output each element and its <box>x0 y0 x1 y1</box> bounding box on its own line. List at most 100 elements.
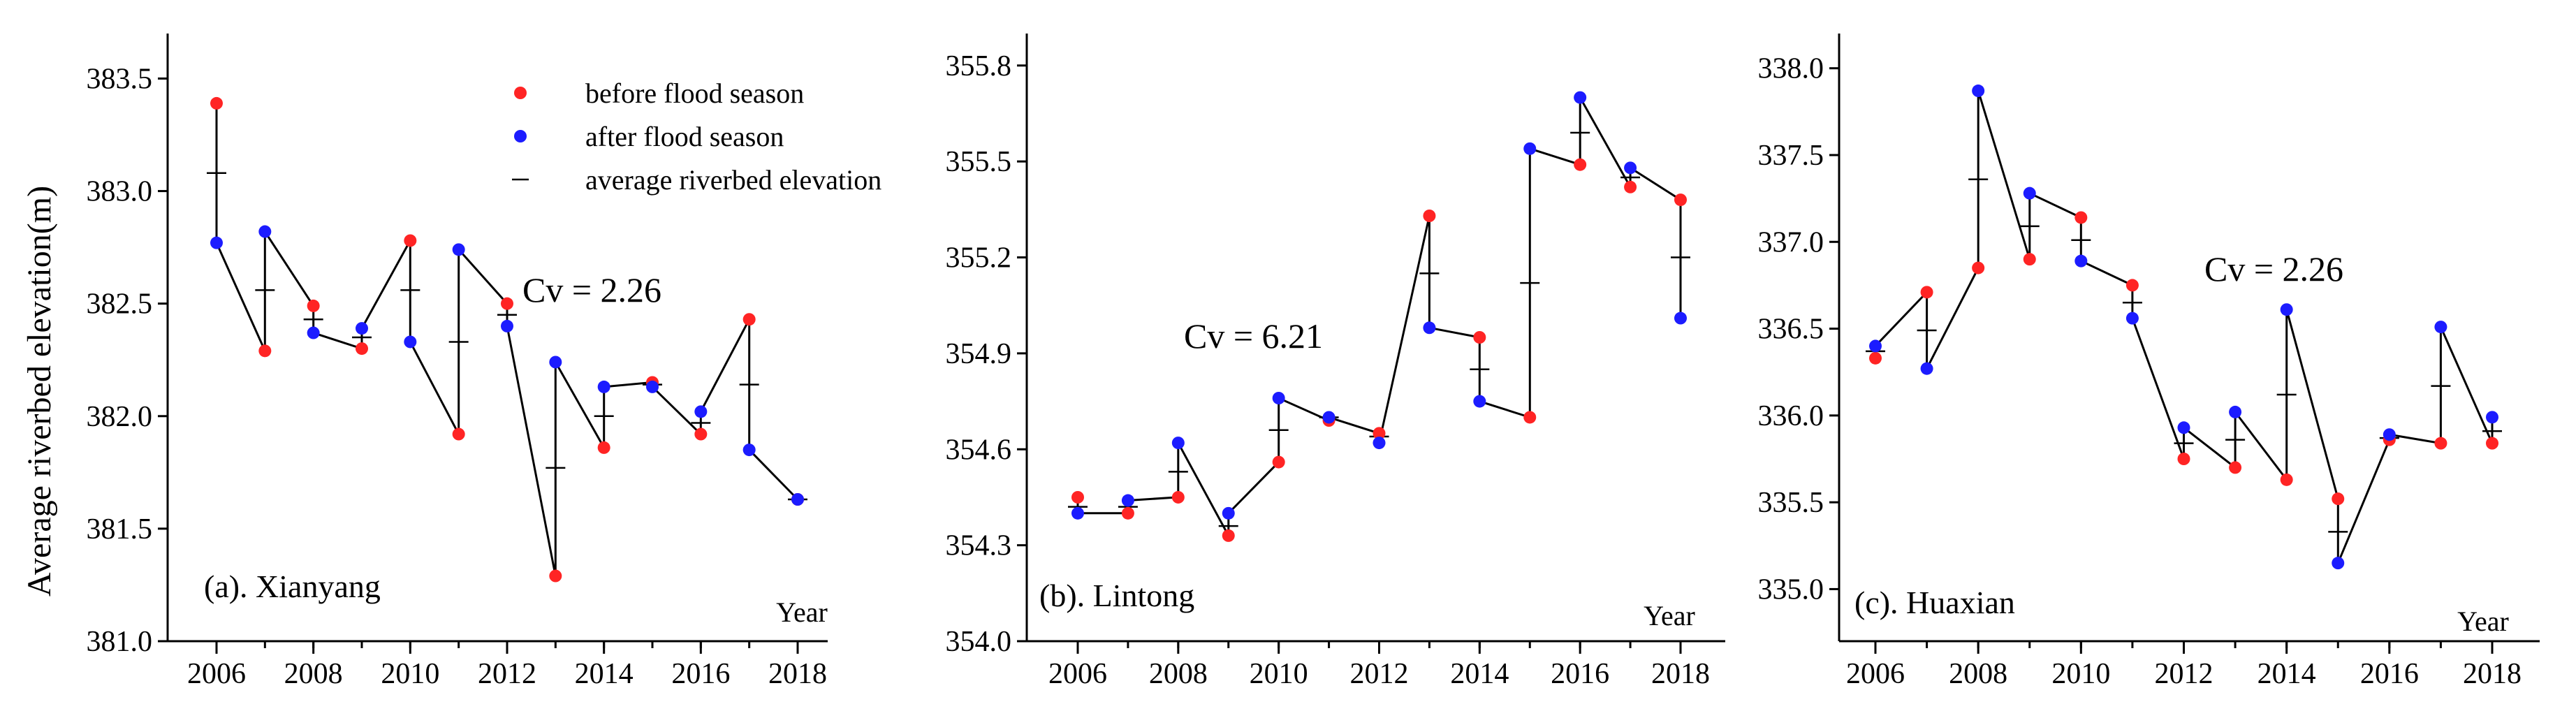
before-flood-point <box>2125 279 2139 292</box>
x-tick-label: 2008 <box>1949 658 2007 690</box>
y-tick-label: 381.5 <box>87 513 153 545</box>
after-flood-point <box>2023 186 2036 200</box>
y-tick-label: 354.0 <box>946 626 1012 658</box>
before-flood-point <box>2486 437 2498 450</box>
before-flood-point <box>2280 473 2293 486</box>
before-flood-point <box>1523 411 1537 424</box>
before-flood-point <box>1473 331 1486 344</box>
after-flood-point <box>1373 437 1386 450</box>
chart-panel-1: 381.0 381.5 382.0 382.5 383.0 383.5 2006 2008 20… <box>87 34 828 690</box>
before-flood-point <box>1121 506 1134 520</box>
after-flood-point <box>356 322 368 335</box>
after-flood-point <box>1171 437 1185 450</box>
legend-after-label: after flood season <box>585 121 784 152</box>
before-flood-point <box>2229 461 2242 474</box>
after-flood-point <box>1272 392 1285 404</box>
y-axis-title: Average riverbed elevation(m) <box>21 186 58 596</box>
x-tick-label: 2018 <box>768 658 827 690</box>
x-tick-label: 2006 <box>1846 658 1905 690</box>
after-flood-point <box>1523 142 1537 155</box>
before-flood-point <box>210 96 223 110</box>
before-flood-point <box>1272 455 1285 469</box>
x-tick-label: 2010 <box>2051 658 2110 690</box>
y-tick-label: 337.0 <box>1758 226 1824 258</box>
before-flood-point <box>2332 492 2345 506</box>
after-flood-point <box>1423 321 1436 335</box>
y-tick-label: 354.9 <box>946 338 1012 370</box>
y-tick-label: 335.0 <box>1758 573 1824 606</box>
panel-title: (c). Huaxian <box>1854 585 2015 620</box>
before-flood-point <box>2074 211 2088 224</box>
x-tick-label: 2018 <box>1651 658 1710 690</box>
y-tick-label: 354.3 <box>946 530 1012 562</box>
y-tick-label: 335.5 <box>1758 487 1824 519</box>
y-tick-label: 336.5 <box>1758 314 1824 346</box>
x-tick-label: 2016 <box>2360 658 2419 690</box>
after-flood-point <box>1972 85 1985 98</box>
x-tick-label: 2008 <box>1149 658 1208 690</box>
after-flood-point <box>2177 421 2190 434</box>
before-flood-point <box>1071 490 1084 504</box>
series-line <box>1076 93 1682 536</box>
x-tick-label: 2006 <box>187 658 246 690</box>
x-tick-label: 2016 <box>1551 658 1609 690</box>
panel-title: (a). Xianyang <box>204 569 381 604</box>
cv-annotation: Cv = 6.21 <box>1184 316 1323 356</box>
x-tick-label: 2014 <box>575 658 634 690</box>
before-flood-point <box>356 342 368 356</box>
after-flood-point <box>501 319 513 332</box>
x-tick-label: 2012 <box>2155 658 2213 690</box>
legend-average-label: average riverbed elevation <box>585 164 881 196</box>
y-tick-label: 355.8 <box>946 50 1012 82</box>
y-tick-label: 355.5 <box>946 146 1012 178</box>
before-flood-point <box>694 427 708 441</box>
after-flood-point <box>452 243 465 256</box>
after-flood-point <box>791 493 804 506</box>
after-flood-point <box>1121 494 1134 507</box>
after-flood-point <box>1574 91 1587 104</box>
panel-title: (b). Lintong <box>1039 578 1194 613</box>
after-flood-point <box>1674 312 1687 325</box>
after-flood-point <box>597 380 610 393</box>
y-tick-label: 355.2 <box>946 242 1012 274</box>
after-flood-point <box>1869 339 1882 353</box>
chart-panels: 381.0 381.5 382.0 382.5 383.0 383.5 2006 2008 20… <box>87 34 2540 690</box>
before-flood-point <box>501 297 513 310</box>
legend: before flood season after flood season ave… <box>512 78 881 196</box>
cv-annotation: Cv = 2.26 <box>2204 249 2343 288</box>
y-tick-label: 381.0 <box>87 626 153 658</box>
cv-annotation: Cv = 2.26 <box>522 270 661 309</box>
after-flood-point <box>210 236 223 249</box>
y-tick-label: 383.0 <box>87 176 153 208</box>
after-flood-point <box>742 444 756 457</box>
legend-after-marker <box>514 130 527 142</box>
after-flood-point <box>646 380 659 393</box>
before-flood-point <box>2434 437 2447 450</box>
after-flood-point <box>2229 405 2242 418</box>
after-flood-point <box>307 326 320 339</box>
before-flood-point <box>742 313 756 326</box>
x-tick-label: 2012 <box>1350 658 1409 690</box>
before-flood-point <box>1972 261 1985 274</box>
after-flood-point <box>694 405 708 418</box>
x-axis-title: Year <box>776 596 828 628</box>
before-flood-point <box>1574 158 1587 171</box>
after-flood-point <box>2383 428 2396 441</box>
before-flood-point <box>1171 490 1185 504</box>
after-flood-point <box>1222 506 1235 520</box>
x-tick-label: 2014 <box>2257 658 2316 690</box>
before-flood-point <box>452 427 465 441</box>
after-flood-point <box>2434 321 2447 334</box>
after-flood-point <box>1322 411 1335 424</box>
x-tick-label: 2014 <box>1450 658 1509 690</box>
before-flood-point <box>1869 351 1882 365</box>
after-flood-point <box>2280 303 2293 316</box>
x-tick-label: 2016 <box>671 658 730 690</box>
before-flood-point <box>1373 427 1386 440</box>
after-flood-point <box>404 335 417 349</box>
chart-panel-2: 354.0 354.3 354.6 354.9 355.2 355.5 355.8 2006 2… <box>946 34 1725 690</box>
x-tick-label: 2010 <box>381 658 439 690</box>
x-tick-label: 2010 <box>1250 658 1308 690</box>
y-tick-label: 338.0 <box>1758 53 1824 85</box>
before-flood-point <box>1423 210 1436 222</box>
